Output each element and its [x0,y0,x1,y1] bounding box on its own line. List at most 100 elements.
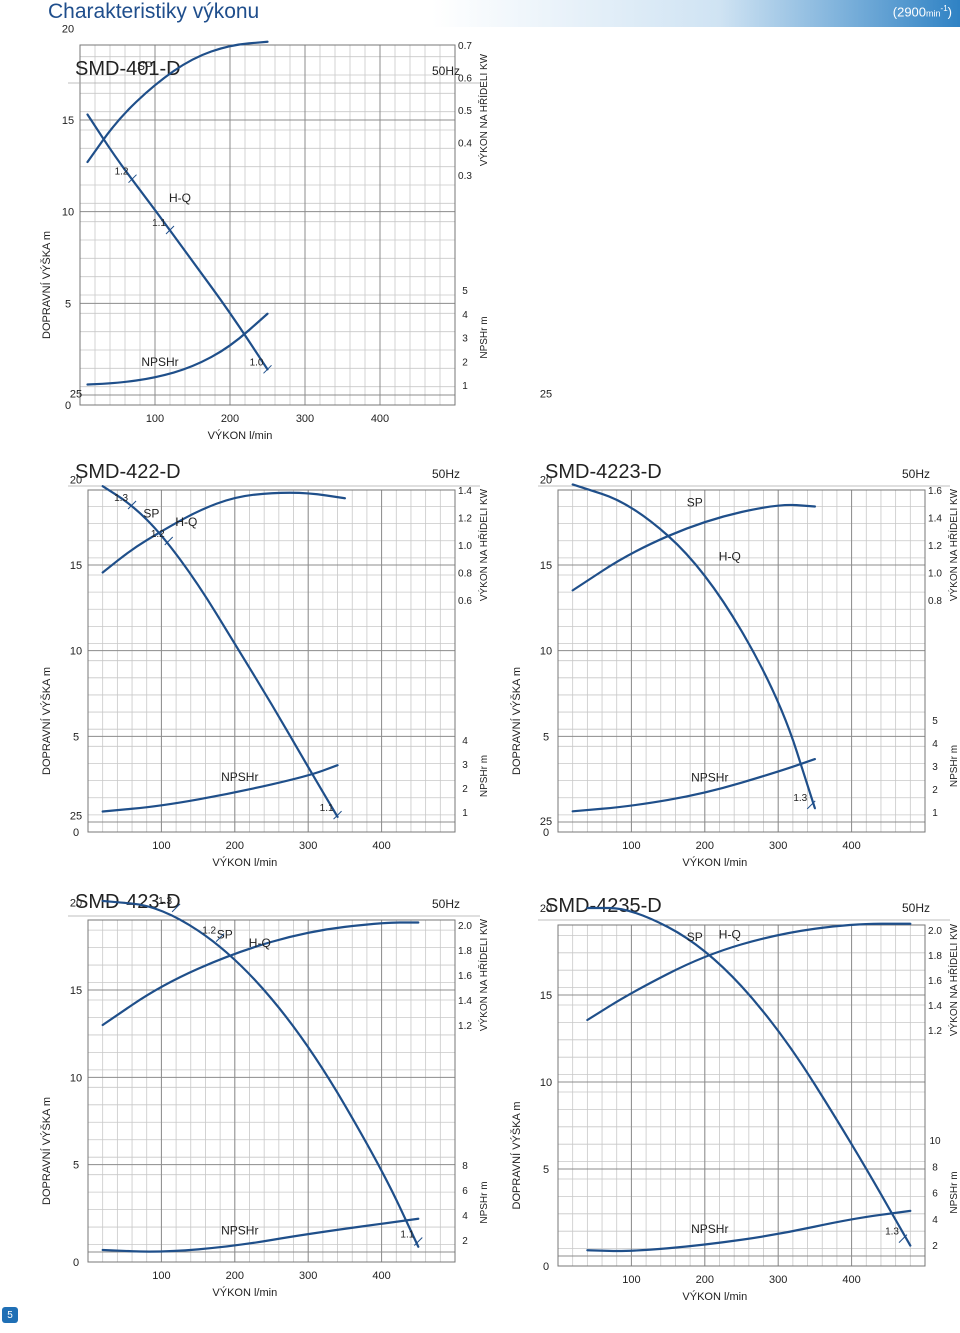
y-tick-label: 10 [62,207,74,219]
npsh-tick-label: 3 [462,334,468,345]
y-axis-label: DOPRAVNÍ VÝŠKA m [510,1102,523,1210]
plot-frame [87,489,456,833]
rpm-label: (2900min-1) [892,4,952,20]
x-tick-label: 200 [696,1274,714,1286]
x-tick-label: 200 [696,840,714,852]
power-tick-label: 1.4 [928,514,942,525]
impeller-tick-mark [164,536,174,546]
npsh-tick-label: 3 [932,762,938,773]
frequency-label: 50Hz [432,897,460,911]
series-label-sp: SP [687,495,703,509]
power-tick-label: 0.8 [928,596,942,607]
y-tick-label: 20 [540,903,552,915]
x-tick-label: 300 [299,1270,317,1282]
power-axis-label: VÝKON NA HŘÍDELI KW [947,923,960,1036]
y-tick-label: 0 [65,400,71,412]
power-tick-label: 1.8 [928,951,942,962]
y-tick-label: 20 [540,474,552,486]
hq-curve [86,113,269,371]
power-axis-label: VÝKON NA HŘÍDELI KW [947,488,960,601]
page-title: Charakteristiky výkonu [48,0,260,23]
npsh-axis-label: NPSHr m [479,755,490,797]
impeller-tick-label: 1.3 [158,896,172,907]
power-tick-label: 0.4 [458,139,472,150]
y-tick-label: 15 [540,560,552,572]
npshr-curve [86,312,269,386]
npshr-curve [586,1209,912,1253]
plot-frame [87,919,456,1263]
grid [79,45,456,406]
chart-title: SMD-422-D [75,461,181,483]
series-label-hq: H-Q [169,191,191,205]
frequency-label: 50Hz [902,467,930,481]
impeller-tick-mark [127,500,137,510]
y-tick-label: 10 [70,1072,82,1084]
x-tick-label: 300 [769,1274,787,1286]
x-tick-label: 400 [842,840,860,852]
x-tick-label: 100 [146,413,164,425]
x-tick-label: 400 [372,840,390,852]
npsh-tick-label: 2 [462,784,468,795]
y-axis-label: DOPRAVNÍ VÝŠKA m [40,667,53,775]
y-tick-label: 0 [73,827,79,839]
impeller-tick-mark [171,903,181,913]
y-tick-label: 5 [73,1160,79,1172]
y-tick-label: 5 [543,1164,549,1176]
npsh-axis-label: NPSHr m [479,1181,490,1223]
power-tick-label: 1.4 [928,1001,942,1012]
x-tick-label: 300 [296,413,314,425]
impeller-tick-label: 1.3 [114,493,128,504]
plot-frame [557,924,926,1267]
power-tick-label: 1.4 [458,996,472,1007]
npsh-tick-label: 6 [932,1189,938,1200]
series-label-hq: H-Q [175,515,197,529]
impeller-tick-label: 1.0 [250,357,264,368]
x-tick-label: 200 [221,413,239,425]
npshr-curve [571,758,816,813]
y-axis-label: DOPRAVNÍ VÝŠKA m [40,231,53,339]
series-label-sp: SP [687,930,703,944]
npsh-tick-label: 4 [932,1215,938,1226]
power-tick-label: 0.6 [458,596,472,607]
power-tick-label: 2.0 [458,921,472,932]
chart-title: SMD-401-D [75,58,181,80]
y-tick-label: 25 [70,810,82,822]
power-tick-label: 1.6 [928,976,942,987]
power-tick-label: 1.2 [458,1021,472,1032]
npsh-tick-label: 5 [462,286,468,297]
x-tick-label: 100 [152,1270,170,1282]
x-axis-label: VÝKON l/min [212,856,277,869]
npsh-tick-label: 5 [932,716,938,727]
impeller-tick-label: 1.2 [202,926,216,937]
y-tick-label: 20 [70,898,82,910]
x-tick-label: 100 [622,1274,640,1286]
y-tick-label: 25 [540,389,552,401]
x-tick-label: 200 [226,1270,244,1282]
hq-curve [571,483,816,810]
y-tick-label: 20 [62,23,74,35]
npsh-tick-label: 2 [932,1241,938,1252]
npsh-tick-label: 8 [932,1162,938,1173]
npsh-tick-label: 8 [462,1161,468,1172]
hq-curve [586,906,912,1247]
page-header: Charakteristiky výkonu (2900min-1) [0,0,960,27]
grid [557,925,926,1267]
impeller-tick-label: 1.1 [320,803,334,814]
impeller-tick-mark [215,933,225,942]
y-tick-label: 25 [540,816,552,828]
power-tick-label: 0.6 [458,74,472,85]
npsh-tick-label: 1 [462,381,468,392]
impeller-tick-mark [128,174,137,184]
y-tick-label: 20 [70,474,82,486]
series-label-sp: SP [137,59,153,73]
impeller-tick-mark [898,1234,908,1243]
npsh-tick-label: 2 [462,1236,468,1247]
power-axis-label: VÝKON NA HŘÍDELI KW [477,53,490,166]
frequency-label: 50Hz [902,901,930,915]
power-tick-label: 0.3 [458,171,472,182]
chart-title: SMD-4235-D [545,895,662,917]
npsh-tick-label: 2 [932,785,938,796]
impeller-tick-label: 1.1 [152,218,166,229]
